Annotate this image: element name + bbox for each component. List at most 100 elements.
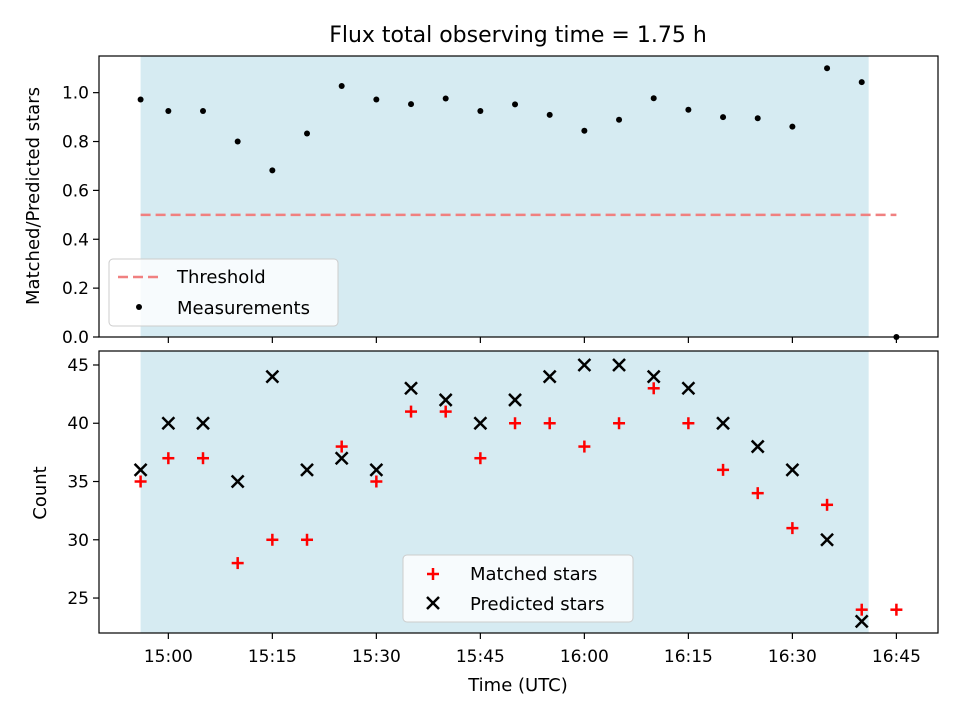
bottom-x-ticks: 15:00 15:15 15:30 15:45 16:00 16:15 16:30 16:45 (144, 633, 921, 667)
top-y-tick-label: 1.0 (62, 84, 89, 104)
top-y-tick-label: 0.6 (62, 181, 89, 201)
matched-star-point (682, 417, 695, 430)
matched-star-point (162, 452, 175, 465)
x-tick-label: 15:00 (144, 647, 193, 667)
predicted-star-point (334, 451, 349, 466)
bottom-y-tick-label: 25 (67, 589, 89, 609)
matched-star-point (474, 452, 487, 465)
top-y-axis-label: Matched/Predicted stars (23, 87, 44, 305)
bottom-y-ticks: 25 30 35 40 45 (67, 356, 99, 609)
predicted-star-point (820, 532, 834, 547)
x-tick-label: 16:00 (560, 647, 609, 667)
matched-star-point (890, 603, 903, 616)
predicted-star-point (612, 358, 626, 372)
bottom-legend: Matched stars Predicted stars (402, 554, 634, 623)
bottom-y-axis-label: Count (30, 466, 51, 519)
threshold-legend-label: Threshold (176, 267, 266, 288)
matched-star-point (335, 440, 348, 453)
predicted-star-point (404, 381, 418, 396)
measurements-legend-label: Measurements (177, 298, 310, 319)
measurements-legend-marker (136, 304, 142, 310)
measurement-point (685, 106, 692, 113)
predicted-star-point (854, 614, 869, 629)
measurement-point (512, 101, 519, 108)
top-y-tick-label: 0.2 (62, 279, 89, 299)
matched-star-point (231, 557, 244, 570)
matched-legend-label: Matched stars (470, 564, 597, 585)
top-y-tick-label: 0.0 (62, 328, 89, 348)
matched-legend-marker (427, 568, 439, 580)
measurement-point (408, 101, 415, 108)
predicted-star-point (577, 358, 592, 372)
matched-star-point (543, 417, 556, 430)
x-tick-label: 16:30 (768, 647, 817, 667)
predicted-star-point (438, 393, 453, 407)
predicted-star-point (300, 462, 314, 477)
matched-star-point (717, 463, 730, 476)
top-axes-frame (98, 55, 939, 338)
matched-star-point (751, 487, 764, 500)
top-x-ticks (167, 337, 897, 343)
bottom-legend-box (402, 554, 634, 623)
predicted-star-point (716, 416, 730, 431)
measurement-point (858, 79, 865, 86)
measurement-point (137, 96, 144, 103)
measurement-point (581, 127, 588, 134)
matched-star-point (266, 533, 279, 546)
matched-star-point (301, 533, 314, 546)
x-tick-label: 16:15 (664, 647, 713, 667)
predicted-star-point (265, 369, 280, 384)
top-legend-box (108, 258, 339, 327)
measurement-point (338, 83, 345, 90)
bottom-y-tick-label: 45 (67, 356, 89, 376)
top-legend: Threshold Measurements (108, 258, 339, 327)
matched-star-point (786, 522, 799, 535)
measurement-point (650, 95, 657, 102)
matched-star-point (855, 603, 868, 616)
predicted-star-point (508, 393, 522, 407)
predicted-star-point (369, 462, 384, 477)
x-axis-label: Time (UTC) (467, 675, 568, 696)
bottom-axes-frame (98, 350, 939, 634)
x-tick-label: 15:15 (248, 647, 297, 667)
matched-star-point (370, 475, 383, 488)
measurement-point (477, 107, 484, 114)
x-tick-label: 15:45 (456, 647, 505, 667)
measurement-point (304, 130, 311, 137)
measurement-point (546, 111, 553, 118)
measurement-point (720, 114, 727, 121)
measurement-point (234, 138, 241, 145)
bottom-series (133, 358, 903, 629)
predicted-star-point (681, 381, 696, 396)
matched-star-point (509, 417, 522, 430)
predicted-legend-label: Predicted stars (470, 594, 604, 615)
predicted-star-point (133, 462, 148, 477)
predicted-star-point (473, 416, 488, 431)
measurement-point (165, 107, 172, 114)
bottom-y-tick-label: 40 (67, 414, 89, 434)
top-y-tick-label: 0.4 (62, 230, 89, 250)
x-tick-label: 16:45 (872, 647, 921, 667)
x-tick-label: 15:30 (352, 647, 401, 667)
measurement-point (789, 123, 796, 130)
predicted-legend-marker (426, 596, 440, 610)
figure-title: Flux total observing time = 1.75 h (329, 23, 707, 48)
measurement-point (616, 116, 623, 123)
predicted-star-point (785, 462, 800, 477)
matched-star-point (613, 417, 626, 430)
top-y-tick-label: 0.8 (62, 133, 89, 153)
bottom-y-tick-label: 35 (67, 473, 89, 493)
measurement-point (754, 115, 761, 122)
predicted-star-point (542, 369, 557, 384)
matched-star-point (578, 440, 591, 453)
predicted-star-point (750, 439, 765, 454)
predicted-star-point (196, 416, 210, 431)
matched-star-point (821, 498, 834, 511)
predicted-star-point (230, 474, 245, 489)
matched-star-point (134, 475, 147, 488)
top-y-ticks: 0.0 0.2 0.4 0.6 0.8 1.0 (62, 84, 99, 348)
top-panel: 0.0 0.2 0.4 0.6 0.8 1.0 Matched/Predicted sta… (23, 55, 939, 348)
top-series (137, 65, 900, 340)
matched-star-point (405, 405, 418, 418)
